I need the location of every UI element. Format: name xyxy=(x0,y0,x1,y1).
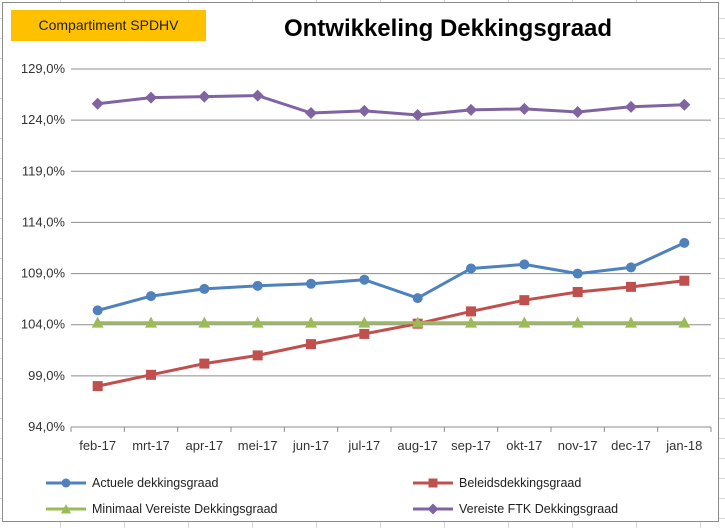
y-tick-label: 114,0% xyxy=(22,214,66,229)
series-2 xyxy=(92,275,690,392)
legend-label: Beleidsdekkingsgraad xyxy=(459,476,582,490)
x-tick-label: okt-17 xyxy=(506,438,542,453)
legend-label: Vereiste FTK Dekkingsgraad xyxy=(459,502,619,516)
data-point xyxy=(626,262,636,273)
data-point xyxy=(625,316,637,328)
data-point xyxy=(146,369,156,380)
data-point xyxy=(92,305,103,316)
data-point xyxy=(91,316,104,328)
legend-marker-diamond-icon xyxy=(413,503,453,515)
data-point xyxy=(145,91,157,104)
series-line xyxy=(97,94,685,117)
data-point xyxy=(359,274,370,285)
data-point xyxy=(198,90,211,103)
data-point xyxy=(306,278,316,289)
y-tick-label: 119,0% xyxy=(22,163,66,178)
data-point xyxy=(466,263,476,274)
chart-title: Ontwikkeling Dekkingsgraad xyxy=(283,15,613,42)
data-point xyxy=(358,316,371,328)
data-point xyxy=(305,106,317,119)
y-tick-label: 109,0% xyxy=(21,266,66,281)
data-point xyxy=(679,237,690,248)
y-tick-label: 104,0% xyxy=(21,317,66,332)
data-point xyxy=(465,103,477,116)
data-point xyxy=(358,104,371,117)
x-tick-label: jun-17 xyxy=(292,438,329,453)
legend-item-beleids: Beleidsdekkingsgraad xyxy=(413,474,581,492)
data-point xyxy=(465,316,477,328)
series-3 xyxy=(91,316,691,328)
data-point xyxy=(305,316,317,328)
line-chart-plot: 94,0% 99,0% 104,0% 109,0% 114,0% 119,0% 124,0%… xyxy=(21,61,712,453)
series-line xyxy=(97,279,685,388)
chart-area[interactable]: Compartiment SPDHV Ontwikkeling Dekkings… xyxy=(2,2,719,522)
y-tick-label: 124,0% xyxy=(21,112,66,127)
data-point xyxy=(678,98,691,111)
legend-marker-triangle-icon xyxy=(46,504,86,514)
data-point xyxy=(572,286,583,297)
data-point xyxy=(411,109,424,122)
legend-marker-square-icon xyxy=(413,478,453,488)
data-point xyxy=(466,306,476,317)
series-4 xyxy=(91,89,691,122)
x-tick-label: aug-17 xyxy=(397,438,437,453)
data-point xyxy=(678,316,691,328)
data-point xyxy=(91,97,104,110)
series-1 xyxy=(92,237,690,316)
data-point xyxy=(251,89,264,102)
x-tick-label: apr-17 xyxy=(186,438,224,453)
data-point xyxy=(679,275,690,286)
data-point xyxy=(571,105,584,118)
data-point xyxy=(571,316,584,328)
y-tick-label: 94,0% xyxy=(28,419,65,434)
data-point xyxy=(145,316,157,328)
data-point xyxy=(251,316,264,328)
legend-marker-circle-icon xyxy=(46,478,86,488)
x-tick-label: nov-17 xyxy=(558,438,598,453)
x-tick-label: jan-18 xyxy=(665,438,702,453)
legend-item-vereiste-ftk: Vereiste FTK Dekkingsgraad xyxy=(413,500,618,518)
data-point xyxy=(306,339,316,350)
data-point xyxy=(519,259,530,270)
data-point xyxy=(412,293,423,304)
legend-label: Minimaal Vereiste Dekkingsgraad xyxy=(92,502,278,516)
x-tick-label: feb-17 xyxy=(79,438,116,453)
data-point xyxy=(92,381,103,392)
data-point xyxy=(199,358,210,369)
y-tick-label: 99,0% xyxy=(28,368,65,383)
data-point xyxy=(359,328,370,339)
compartment-badge: Compartiment SPDHV xyxy=(11,10,206,41)
legend-item-actuele: Actuele dekkingsgraad xyxy=(46,474,218,492)
data-point xyxy=(252,280,263,291)
x-tick-label: mei-17 xyxy=(238,438,278,453)
x-tick-label: dec-17 xyxy=(611,438,651,453)
data-point xyxy=(199,283,210,294)
data-point xyxy=(625,100,637,113)
data-point xyxy=(572,268,583,279)
x-tick-label: mrt-17 xyxy=(132,438,170,453)
data-point xyxy=(518,102,531,115)
data-point xyxy=(252,350,263,361)
data-point xyxy=(198,316,211,328)
data-point xyxy=(518,316,531,328)
legend-item-minimaal: Minimaal Vereiste Dekkingsgraad xyxy=(46,500,278,518)
legend-label: Actuele dekkingsgraad xyxy=(92,476,219,490)
data-point xyxy=(626,281,636,292)
x-tick-label: jul-17 xyxy=(347,438,380,453)
x-tick-label: sep-17 xyxy=(451,438,491,453)
data-point xyxy=(519,295,530,306)
data-point xyxy=(411,316,424,328)
data-point xyxy=(146,291,156,302)
series-line xyxy=(97,241,685,312)
y-tick-label: 129,0% xyxy=(21,61,66,76)
